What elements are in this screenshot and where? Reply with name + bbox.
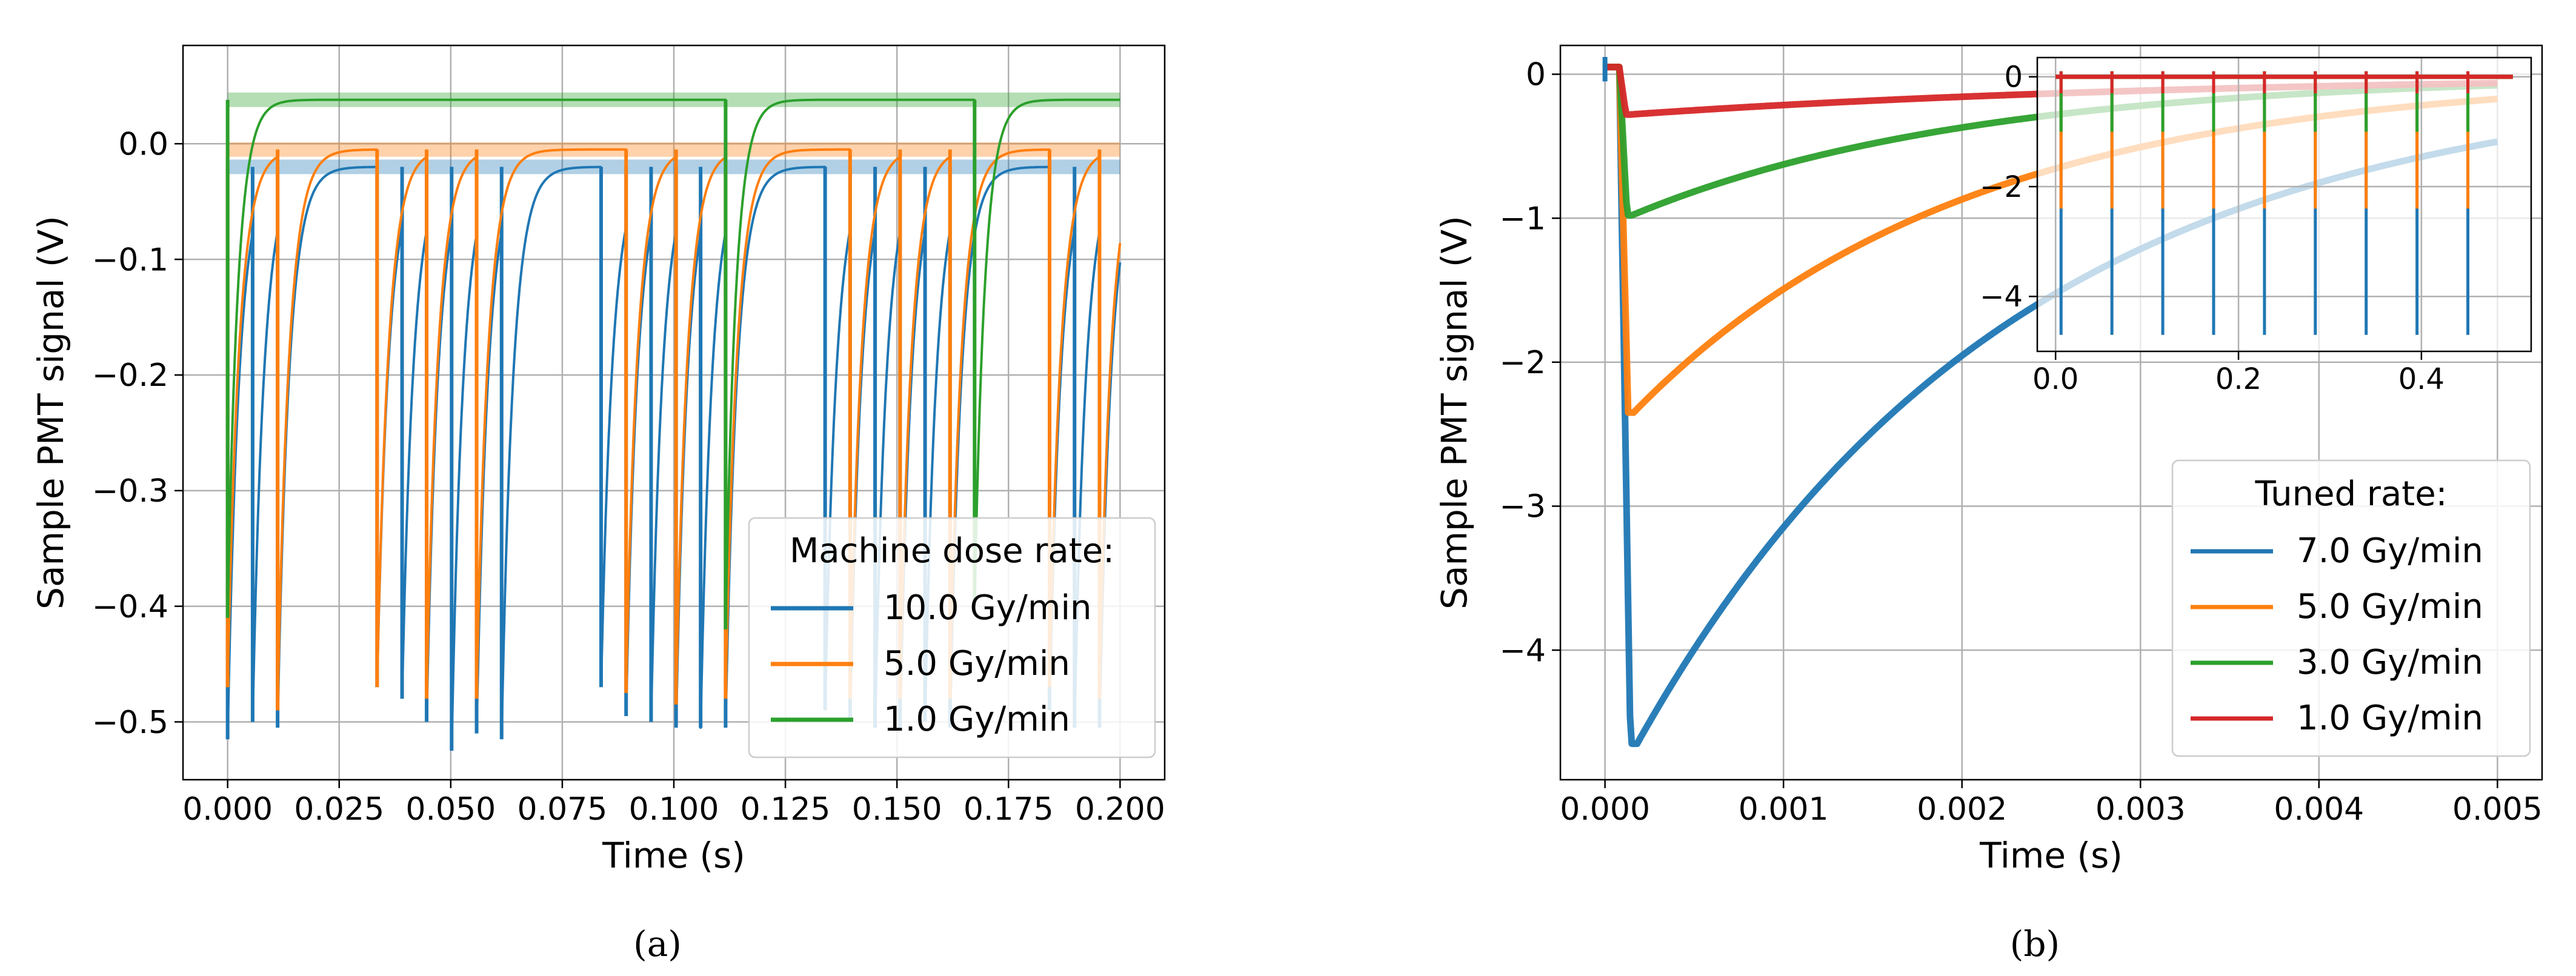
panel-a: 0.000 0.025 0.050 0.075 0.100 0.125 0.150 0.175… bbox=[30, 44, 1166, 964]
panel-b-xtick-label: 0.000 bbox=[1560, 791, 1650, 828]
panel-a-ytick-label: −0.1 bbox=[92, 242, 168, 278]
inset-frame bbox=[2036, 56, 2532, 353]
panel-b-ytick-label: −4 bbox=[1499, 632, 1546, 669]
inset-xtick-label: 0.4 bbox=[2398, 362, 2445, 396]
panel-b-ylabel: Sample PMT signal (V) bbox=[1434, 216, 1475, 609]
panel-a-ytick-label: −0.5 bbox=[92, 705, 168, 741]
panel-b-caption: (b) bbox=[2010, 923, 2060, 964]
legend-label-10-gy: 10.0 Gy/min bbox=[884, 588, 1092, 628]
panel-a-noise-band bbox=[227, 92, 1120, 107]
panel-b-ytick-label: 0 bbox=[1526, 57, 1546, 93]
panel-a-legend-box bbox=[748, 517, 1156, 759]
panel-a-ytick-label: 0.0 bbox=[118, 126, 168, 162]
panel-a-ticks: 0.000 0.025 0.050 0.075 0.100 0.125 0.150 0.175… bbox=[92, 126, 1165, 828]
legend-label-5-gy: 5.0 Gy/min bbox=[884, 644, 1070, 683]
panel-a-ylabel: Sample PMT signal (V) bbox=[30, 216, 72, 609]
panel-a-xtick-label: 0.050 bbox=[405, 791, 496, 828]
panel-a-series-line bbox=[226, 148, 1122, 697]
inset-ytick-label: 0 bbox=[2004, 61, 2023, 95]
panel-b-xtick-label: 0.001 bbox=[1739, 791, 1829, 828]
panel-a-ytick-label: −0.2 bbox=[92, 357, 168, 394]
panel-a-xtick-label: 0.075 bbox=[517, 791, 607, 828]
panel-a-xtick-label: 0.200 bbox=[1075, 791, 1165, 828]
panel-a-noise-band bbox=[227, 142, 1120, 157]
inset-ytick-label: −4 bbox=[1980, 280, 2023, 314]
panel-b-axes-frame bbox=[1559, 44, 2543, 781]
panel-a-xtick-label: 0.100 bbox=[629, 791, 719, 828]
inset-xtick-label: 0.2 bbox=[2215, 362, 2261, 396]
inset-xtick-label: 0.0 bbox=[2032, 362, 2078, 396]
panel-a-caption: (a) bbox=[633, 923, 682, 964]
legend-label-7-gy: 7.0 Gy/min bbox=[2297, 531, 2483, 571]
legend-label-3-gy: 3.0 Gy/min bbox=[2297, 643, 2483, 682]
panel-b-ticks: 0.000 0.001 0.002 0.003 0.004 0.005 0 −1 −2 −3 −4 bbox=[1499, 57, 2542, 828]
panel-b-ytick-label: −3 bbox=[1499, 489, 1546, 525]
legend-label-5-gy-b: 5.0 Gy/min bbox=[2297, 587, 2483, 626]
panel-a-ytick-label: −0.3 bbox=[92, 473, 168, 510]
inset-ticks: 0.0 0.2 0.4 0 −2 −4 bbox=[1980, 61, 2445, 396]
panel-b-legend-box bbox=[2171, 459, 2531, 757]
legend-label-1-gy: 1.0 Gy/min bbox=[884, 700, 1070, 739]
panel-b-legend-title: Tuned rate: bbox=[2254, 474, 2447, 514]
panel-a-xlabel: Time (s) bbox=[602, 835, 745, 876]
panel-a-xtick-label: 0.025 bbox=[294, 791, 384, 828]
panel-a-ytick-label: −0.4 bbox=[92, 589, 168, 625]
panel-b-legend: Tuned rate: 7.0 Gy/min 5.0 Gy/min 3.0 Gy… bbox=[2171, 459, 2531, 757]
panel-b-xtick-label: 0.002 bbox=[1917, 791, 2007, 828]
legend-label-1-gy-b: 1.0 Gy/min bbox=[2297, 699, 2483, 738]
panel-a-legend: Machine dose rate: 10.0 Gy/min 5.0 Gy/mi… bbox=[748, 517, 1156, 759]
panel-b-xtick-label: 0.004 bbox=[2274, 791, 2364, 828]
panel-a-xtick-label: 0.000 bbox=[182, 791, 273, 828]
panel-a-xtick-label: 0.150 bbox=[852, 791, 942, 828]
panel-b-xlabel: Time (s) bbox=[1979, 835, 2123, 876]
panel-b: 0.000 0.001 0.002 0.003 0.004 0.0050−1−2−3−4 … bbox=[1434, 44, 2543, 964]
panel-a-legend-title: Machine dose rate: bbox=[790, 531, 1114, 571]
panel-a-xtick-label: 0.175 bbox=[964, 791, 1054, 828]
panel-b-inset: 0.0 0.2 0.4 0 −2 −4 bbox=[1980, 56, 2532, 396]
panel-a-series-line bbox=[226, 98, 1121, 618]
inset-background bbox=[2037, 58, 2531, 351]
inset-series bbox=[2055, 71, 2513, 335]
panel-b-ytick-label: −2 bbox=[1499, 345, 1546, 381]
panel-b-xtick-label: 0.003 bbox=[2095, 791, 2186, 828]
panel-b-ytick-label: −1 bbox=[1499, 201, 1546, 237]
panel-a-xtick-label: 0.125 bbox=[741, 791, 831, 828]
panel-b-xtick-label: 0.005 bbox=[2452, 791, 2543, 828]
inset-ytick-label: −2 bbox=[1980, 170, 2023, 204]
